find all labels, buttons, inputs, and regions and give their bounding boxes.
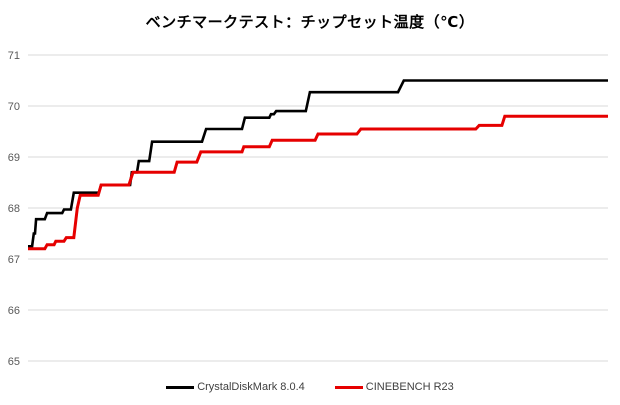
chart-title: ベンチマークテスト：チップセット温度（℃）	[145, 14, 475, 31]
legend: CrystalDiskMark 8.0.4 CINEBENCH R23	[0, 381, 620, 393]
y-tick-label-67: 67	[8, 254, 20, 266]
series-line-crystaldiskmark-8-0-4	[28, 79, 608, 248]
y-tick-label-71: 71	[8, 50, 20, 62]
legend-label-cinebench: CINEBENCH R23	[365, 381, 454, 393]
y-tick-label-70: 70	[8, 101, 20, 113]
y-tick-label-69: 69	[8, 152, 20, 164]
y-tick-label-68: 68	[8, 203, 20, 215]
legend-item-cinebench: CINEBENCH R23	[334, 381, 454, 393]
legend-line-swatch-red	[334, 385, 363, 389]
y-tick-label-65: 65	[8, 356, 20, 368]
legend-line-swatch-black	[166, 385, 195, 389]
series-line-cinebench-r23	[28, 114, 608, 251]
legend-item-crystaldiskmark: CrystalDiskMark 8.0.4	[166, 381, 305, 393]
legend-label-crystaldiskmark: CrystalDiskMark 8.0.4	[197, 381, 305, 393]
y-tick-label-66: 66	[8, 305, 20, 317]
